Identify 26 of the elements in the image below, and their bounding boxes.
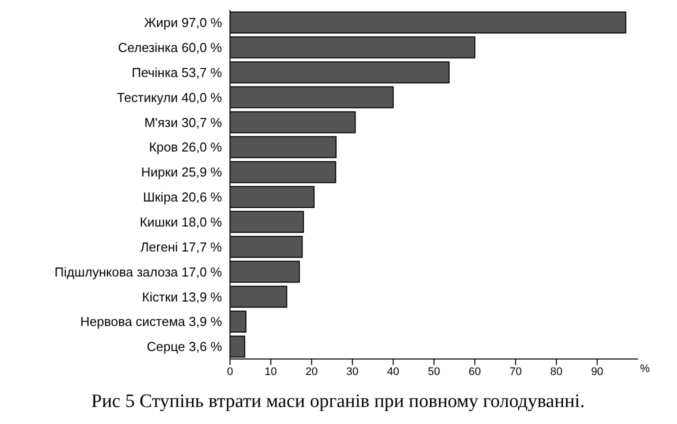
y-tick-label: Кістки 13,9 % [142,289,222,304]
x-tick-label: 0 [226,366,234,378]
y-tick-label: М'язи 30,7 % [144,114,222,130]
y-tick-label: Нервова система 3,9 % [80,314,222,330]
y-tick-label: Жири 97,0 % [144,15,222,30]
y-tick-label: Тестикули 40,0 % [116,90,222,105]
y-tick-label: Кишки 18,0 % [140,214,222,230]
y-tick-label: Кров 26,0 % [148,140,222,155]
y-tick-label: Серце 3,6 % [146,339,222,354]
x-tick-label: 90 [591,366,604,378]
y-tick-label: Підшлункова залоза 17,0 % [54,264,222,280]
text: Рис 5 Ступінь втрати маси органів при повному голодуванні. [90,391,586,413]
x-tick-label: 20 [305,366,318,378]
x-tick-label: 70 [509,366,522,378]
x-tick-label: 60 [468,366,481,378]
y-tick-label: Печінка 53,7 % [132,64,222,80]
y-tick-label: Шкіра 20,6 % [142,190,222,205]
x-axis-title: % [640,363,650,375]
y-tick-label: Легені 17,7 % [140,239,222,254]
x-tick-label: 80 [550,366,563,378]
y-tick-label: Нирки 25,9 % [141,164,222,180]
x-tick-label: 10 [264,366,277,378]
x-tick-label: 50 [428,366,440,378]
y-tick-label: Селезінка 60,0 % [118,40,222,56]
x-tick-label: 30 [346,366,359,378]
x-tick-label: 40 [387,366,400,378]
